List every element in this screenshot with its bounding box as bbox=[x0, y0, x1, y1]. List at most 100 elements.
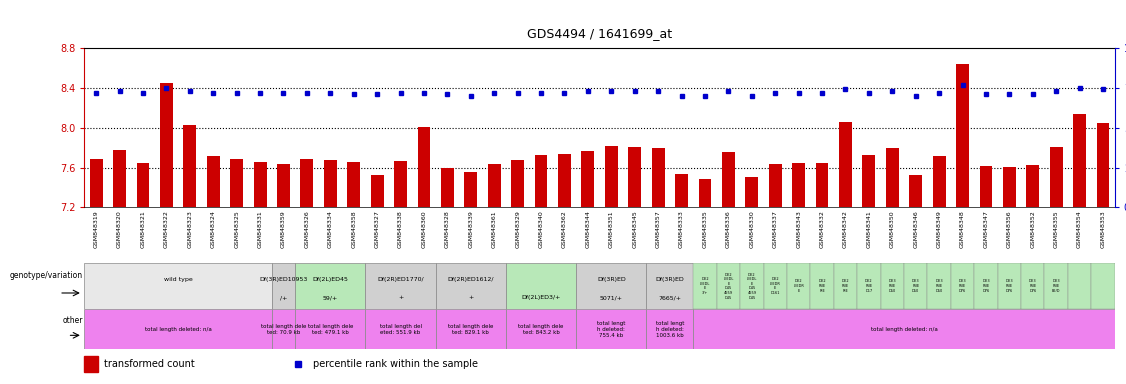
Bar bbox=[745, 177, 758, 207]
Text: GSM848323: GSM848323 bbox=[187, 210, 193, 248]
Text: Df(2
L)EDL
E
D45
4559
D45: Df(2 L)EDL E D45 4559 D45 bbox=[723, 273, 733, 300]
Bar bbox=[230, 159, 243, 207]
Text: GSM848343: GSM848343 bbox=[796, 210, 801, 248]
Text: GSM848332: GSM848332 bbox=[820, 210, 824, 248]
Bar bbox=[577, 309, 646, 349]
Text: +: + bbox=[468, 295, 473, 300]
Text: GSM848331: GSM848331 bbox=[258, 210, 262, 248]
Text: GSM848319: GSM848319 bbox=[93, 210, 99, 248]
Text: GSM848347: GSM848347 bbox=[983, 210, 989, 248]
Text: GSM848329: GSM848329 bbox=[515, 210, 520, 248]
Text: Df(2L)ED3/+: Df(2L)ED3/+ bbox=[521, 295, 561, 300]
Text: Df(2
R)IE
RIE: Df(2 R)IE RIE bbox=[819, 280, 825, 293]
Text: GSM848354: GSM848354 bbox=[1078, 210, 1082, 248]
Bar bbox=[787, 263, 811, 309]
Bar bbox=[506, 309, 577, 349]
Text: GSM848352: GSM848352 bbox=[1030, 210, 1035, 248]
Text: other: other bbox=[62, 316, 83, 325]
Bar bbox=[271, 309, 295, 349]
Text: total length dele
ted: 479.1 kb: total length dele ted: 479.1 kb bbox=[307, 324, 354, 335]
Text: Df(3
R)IE
D50: Df(3 R)IE D50 bbox=[912, 280, 920, 293]
Text: Df(2L)ED45: Df(2L)ED45 bbox=[312, 276, 348, 282]
Text: Df(3
R)IE
D50: Df(3 R)IE D50 bbox=[936, 280, 942, 293]
Bar bbox=[394, 161, 406, 207]
Bar bbox=[904, 263, 928, 309]
Bar bbox=[956, 64, 969, 207]
Text: Df(3
R)IE
B5/D: Df(3 R)IE B5/D bbox=[1052, 280, 1061, 293]
Bar bbox=[113, 150, 126, 207]
Text: GSM848333: GSM848333 bbox=[679, 210, 685, 248]
Bar bbox=[974, 263, 998, 309]
Bar bbox=[464, 172, 477, 207]
Text: GSM848361: GSM848361 bbox=[492, 210, 497, 248]
Bar bbox=[815, 162, 829, 207]
Bar bbox=[441, 167, 454, 207]
Bar bbox=[769, 164, 781, 207]
Text: Df(3
R)IE
D76: Df(3 R)IE D76 bbox=[982, 280, 990, 293]
Bar bbox=[839, 122, 852, 207]
Text: GSM848350: GSM848350 bbox=[890, 210, 895, 248]
Bar bbox=[184, 125, 196, 207]
Text: Df(2
L)EDL
E
D45
4559
D45: Df(2 L)EDL E D45 4559 D45 bbox=[747, 273, 757, 300]
Bar bbox=[436, 263, 506, 309]
Bar bbox=[488, 164, 501, 207]
Text: GSM848346: GSM848346 bbox=[913, 210, 918, 248]
Bar bbox=[301, 159, 313, 207]
Bar bbox=[881, 263, 904, 309]
Text: Df(2R)ED1612/: Df(2R)ED1612/ bbox=[447, 276, 494, 282]
Bar bbox=[698, 179, 712, 207]
Text: Df(3
R)IE
D76: Df(3 R)IE D76 bbox=[1006, 280, 1013, 293]
Bar bbox=[1067, 263, 1091, 309]
Bar bbox=[1045, 263, 1067, 309]
Bar bbox=[160, 83, 173, 207]
Bar bbox=[928, 263, 950, 309]
Bar bbox=[676, 174, 688, 207]
Bar bbox=[577, 263, 646, 309]
Bar bbox=[605, 146, 618, 207]
Bar bbox=[90, 159, 102, 207]
Text: GSM848362: GSM848362 bbox=[562, 210, 568, 248]
Text: GSM848356: GSM848356 bbox=[1007, 210, 1012, 248]
Text: GSM848322: GSM848322 bbox=[164, 210, 169, 248]
Text: total length deleted: n/a: total length deleted: n/a bbox=[144, 327, 212, 332]
Text: total length dele
ted: 829.1 kb: total length dele ted: 829.1 kb bbox=[448, 324, 493, 335]
Text: Df(3
R)IE
D76: Df(3 R)IE D76 bbox=[958, 280, 966, 293]
Text: total lengt
h deleted:
755.4 kb: total lengt h deleted: 755.4 kb bbox=[597, 321, 625, 338]
Text: GSM848340: GSM848340 bbox=[538, 210, 544, 248]
Bar bbox=[1073, 114, 1087, 207]
Bar bbox=[347, 162, 360, 207]
Text: 7665/+: 7665/+ bbox=[659, 295, 681, 300]
Bar bbox=[271, 263, 295, 309]
Bar bbox=[1091, 263, 1115, 309]
Bar bbox=[1021, 263, 1045, 309]
Bar bbox=[793, 162, 805, 207]
Bar bbox=[253, 162, 267, 207]
Text: Df(2
L)EDR
E: Df(2 L)EDR E bbox=[793, 280, 804, 293]
Text: Df(3
R)IE
D50: Df(3 R)IE D50 bbox=[888, 280, 896, 293]
Bar bbox=[980, 166, 992, 207]
Bar bbox=[811, 263, 833, 309]
Bar bbox=[136, 162, 150, 207]
Bar bbox=[694, 309, 1115, 349]
Text: GSM848359: GSM848359 bbox=[282, 210, 286, 248]
Bar bbox=[646, 263, 694, 309]
Bar bbox=[628, 147, 641, 207]
Text: 59/+: 59/+ bbox=[323, 295, 338, 300]
Bar bbox=[436, 309, 506, 349]
Text: Df(3
R)IE
D76: Df(3 R)IE D76 bbox=[1029, 280, 1037, 293]
Text: total length dele
ted: 70.9 kb: total length dele ted: 70.9 kb bbox=[261, 324, 306, 335]
Text: GSM848330: GSM848330 bbox=[749, 210, 754, 248]
Bar bbox=[535, 155, 547, 207]
Bar bbox=[998, 263, 1021, 309]
Text: total length deleted: n/a: total length deleted: n/a bbox=[870, 327, 938, 332]
Text: GSM848326: GSM848326 bbox=[304, 210, 310, 248]
Bar bbox=[1026, 164, 1039, 207]
Bar bbox=[295, 309, 366, 349]
Text: GSM848335: GSM848335 bbox=[703, 210, 707, 248]
Bar bbox=[646, 309, 694, 349]
Text: Df(3R)ED10953: Df(3R)ED10953 bbox=[259, 276, 307, 282]
Bar bbox=[84, 309, 271, 349]
Text: GSM848341: GSM848341 bbox=[866, 210, 872, 248]
Bar bbox=[910, 175, 922, 207]
Bar bbox=[558, 154, 571, 207]
